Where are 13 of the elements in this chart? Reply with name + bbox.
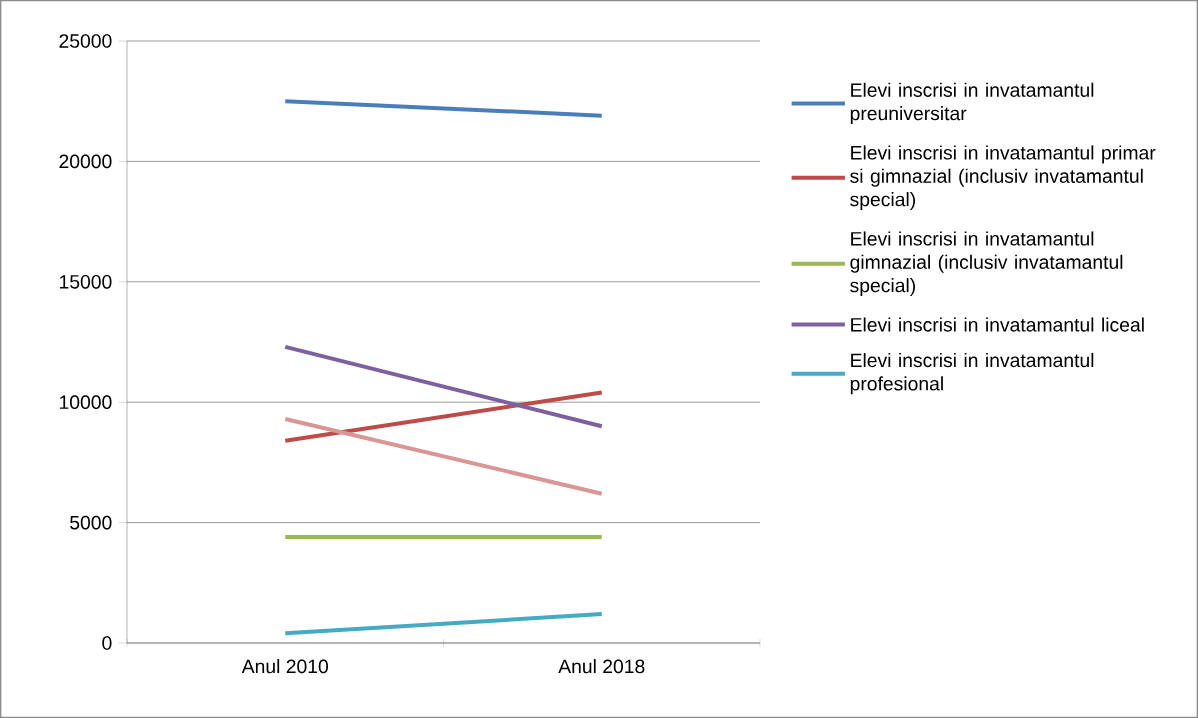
- y-tick-label: 5000: [70, 515, 112, 530]
- x-tick-label: Anul 2018: [558, 659, 645, 674]
- legend-label: Elevi inscrisi in invatamantul preuniversitar: [850, 82, 1094, 125]
- legend-label: Elevi inscrisi in invatamantul profesional: [850, 352, 1094, 395]
- legend-label: Elevi inscrisi in invatamantul primar si gimnazial (inclusiv invatamantul special): [850, 145, 1156, 211]
- y-tick-label: 20000: [59, 154, 112, 169]
- y-tick-label: 10000: [60, 395, 112, 410]
- y-tick-label: 0: [102, 636, 112, 650]
- legend-label: Elevi inscrisi in invatamantul liceal: [851, 317, 1144, 332]
- y-tick-label: 25000: [59, 34, 112, 48]
- legend-label: Elevi inscrisi in invatamantul gimnazial (inclusiv invatamantul special): [850, 231, 1123, 297]
- y-tick-label: 15000: [60, 274, 112, 289]
- x-tick-label: Anul 2010: [241, 659, 328, 674]
